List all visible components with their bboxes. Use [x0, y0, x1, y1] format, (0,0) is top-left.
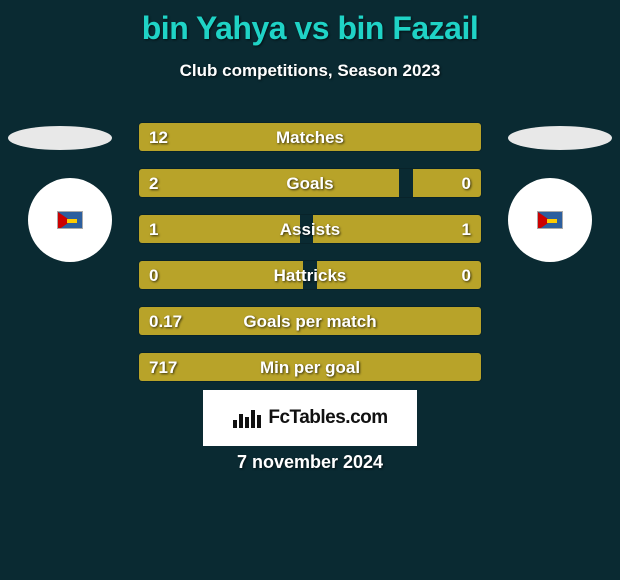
stat-label: Hattricks — [139, 261, 481, 289]
stat-row: 11Assists — [138, 214, 482, 244]
stat-row: 717Min per goal — [138, 352, 482, 382]
stat-row: 00Hattricks — [138, 260, 482, 290]
page-title: bin Yahya vs bin Fazail — [0, 0, 620, 47]
player-left-flag-icon — [57, 211, 83, 229]
date-label: 7 november 2024 — [0, 452, 620, 473]
logo-text: FcTables.com — [268, 407, 387, 429]
stat-label: Goals per match — [139, 307, 481, 335]
stat-label: Goals — [139, 169, 481, 197]
player-left-circle — [28, 178, 112, 262]
player-right-flag-icon — [537, 211, 563, 229]
stat-row: 0.17Goals per match — [138, 306, 482, 336]
stat-row: 12Matches — [138, 122, 482, 152]
player-left-oval — [8, 126, 112, 150]
player-right-oval — [508, 126, 612, 150]
comparison-infographic: bin Yahya vs bin Fazail Club competition… — [0, 0, 620, 580]
player-right-circle — [508, 178, 592, 262]
comparison-bars: 12Matches 20Goals 11Assists 00Hattricks 0.17… — [138, 122, 482, 398]
site-logo: FcTables.com — [203, 390, 417, 446]
subtitle: Club competitions, Season 2023 — [0, 61, 620, 81]
stat-row: 20Goals — [138, 168, 482, 198]
stat-label: Min per goal — [139, 353, 481, 381]
bars-icon — [232, 406, 262, 430]
stat-label: Assists — [139, 215, 481, 243]
stat-label: Matches — [139, 123, 481, 151]
